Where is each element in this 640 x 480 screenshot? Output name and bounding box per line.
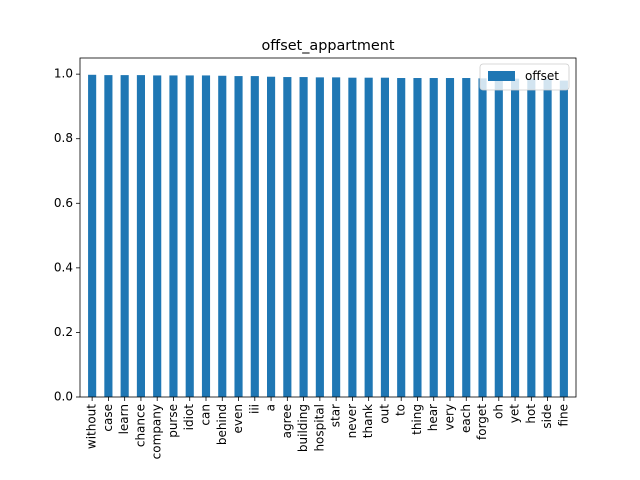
x-tick-label: idiot (182, 404, 196, 431)
x-tick-label: purse (166, 404, 180, 438)
bar-agree (283, 77, 292, 398)
legend: offset (479, 63, 570, 91)
x-tick-label: never (345, 404, 359, 438)
x-tick-label: behind (215, 404, 229, 445)
bar-side (543, 78, 552, 398)
x-tick-label: a (264, 404, 278, 411)
x-tick-label: company (150, 404, 164, 459)
x-tick-label: each (459, 404, 473, 433)
bar-purse (169, 75, 178, 398)
x-tick-label: chance (133, 404, 147, 447)
x-tick-label: star (329, 404, 343, 427)
bar-to (397, 78, 406, 398)
bar-never (348, 77, 357, 397)
bar-each (462, 78, 471, 398)
bar-behind (218, 75, 227, 397)
x-tick-label: hospital (312, 404, 326, 452)
x-tick-label: fine (556, 404, 570, 427)
bars-group (88, 74, 568, 398)
bar-idiot (185, 75, 194, 398)
bar-iii (250, 76, 259, 397)
bar-chance (136, 75, 145, 398)
y-tick-label: 0.8 (54, 131, 73, 145)
x-tick-label: learn (117, 404, 131, 434)
y-tick-label: 0.2 (54, 325, 73, 339)
x-tick-label: without (85, 404, 99, 449)
bar-hot (527, 78, 536, 397)
bar-thank (364, 77, 373, 397)
x-tick-label: case (101, 404, 115, 432)
x-tick-label: to (394, 404, 408, 416)
legend-label: offset (525, 69, 559, 83)
bar-without (88, 74, 97, 397)
x-tick-label: can (199, 404, 213, 426)
bar-hear (429, 78, 438, 398)
chart-title: offset_appartment (261, 38, 394, 54)
x-axis: without case learn chance company purse idiot c… (85, 397, 570, 459)
x-tick-label: thing (410, 404, 424, 435)
x-tick-label: hear (426, 404, 440, 431)
bar-case (104, 75, 113, 398)
bar-company (153, 75, 162, 398)
bar-fine (559, 80, 568, 397)
bar-oh (494, 78, 503, 397)
x-tick-label: agree (280, 404, 294, 438)
legend-swatch (488, 71, 515, 81)
x-tick-label: very (443, 404, 457, 431)
bar-star (332, 77, 341, 398)
x-tick-label: iii (247, 404, 261, 414)
x-tick-label: thank (361, 404, 375, 438)
x-tick-label: hot (524, 404, 538, 424)
legend-box (479, 63, 570, 91)
x-tick-label: out (377, 404, 391, 424)
y-tick-label: 1.0 (54, 67, 73, 81)
bar-very (445, 78, 455, 398)
x-tick-label: forget (475, 404, 489, 440)
y-tick-label: 0.6 (54, 196, 73, 210)
x-tick-label: oh (491, 404, 505, 419)
y-axis: 0.0 0.2 0.4 0.6 0.8 1.0 (54, 67, 80, 404)
x-tick-label: building (296, 404, 310, 452)
bar-learn (120, 75, 129, 398)
bar-even (234, 76, 243, 397)
bar-out (380, 77, 389, 397)
bar-building (299, 77, 308, 398)
bar-a (267, 76, 276, 397)
x-tick-label: yet (508, 404, 522, 423)
bar-can (201, 75, 211, 398)
y-tick-label: 0.4 (54, 260, 73, 274)
bar-forget (478, 78, 487, 397)
plot-frame (79, 57, 577, 398)
x-tick-label: even (231, 404, 245, 433)
bar-yet (511, 78, 520, 397)
bar-hospital (315, 77, 324, 398)
y-tick-label: 0.0 (54, 390, 73, 404)
x-tick-label: side (540, 404, 554, 429)
bar-thing (413, 78, 422, 398)
